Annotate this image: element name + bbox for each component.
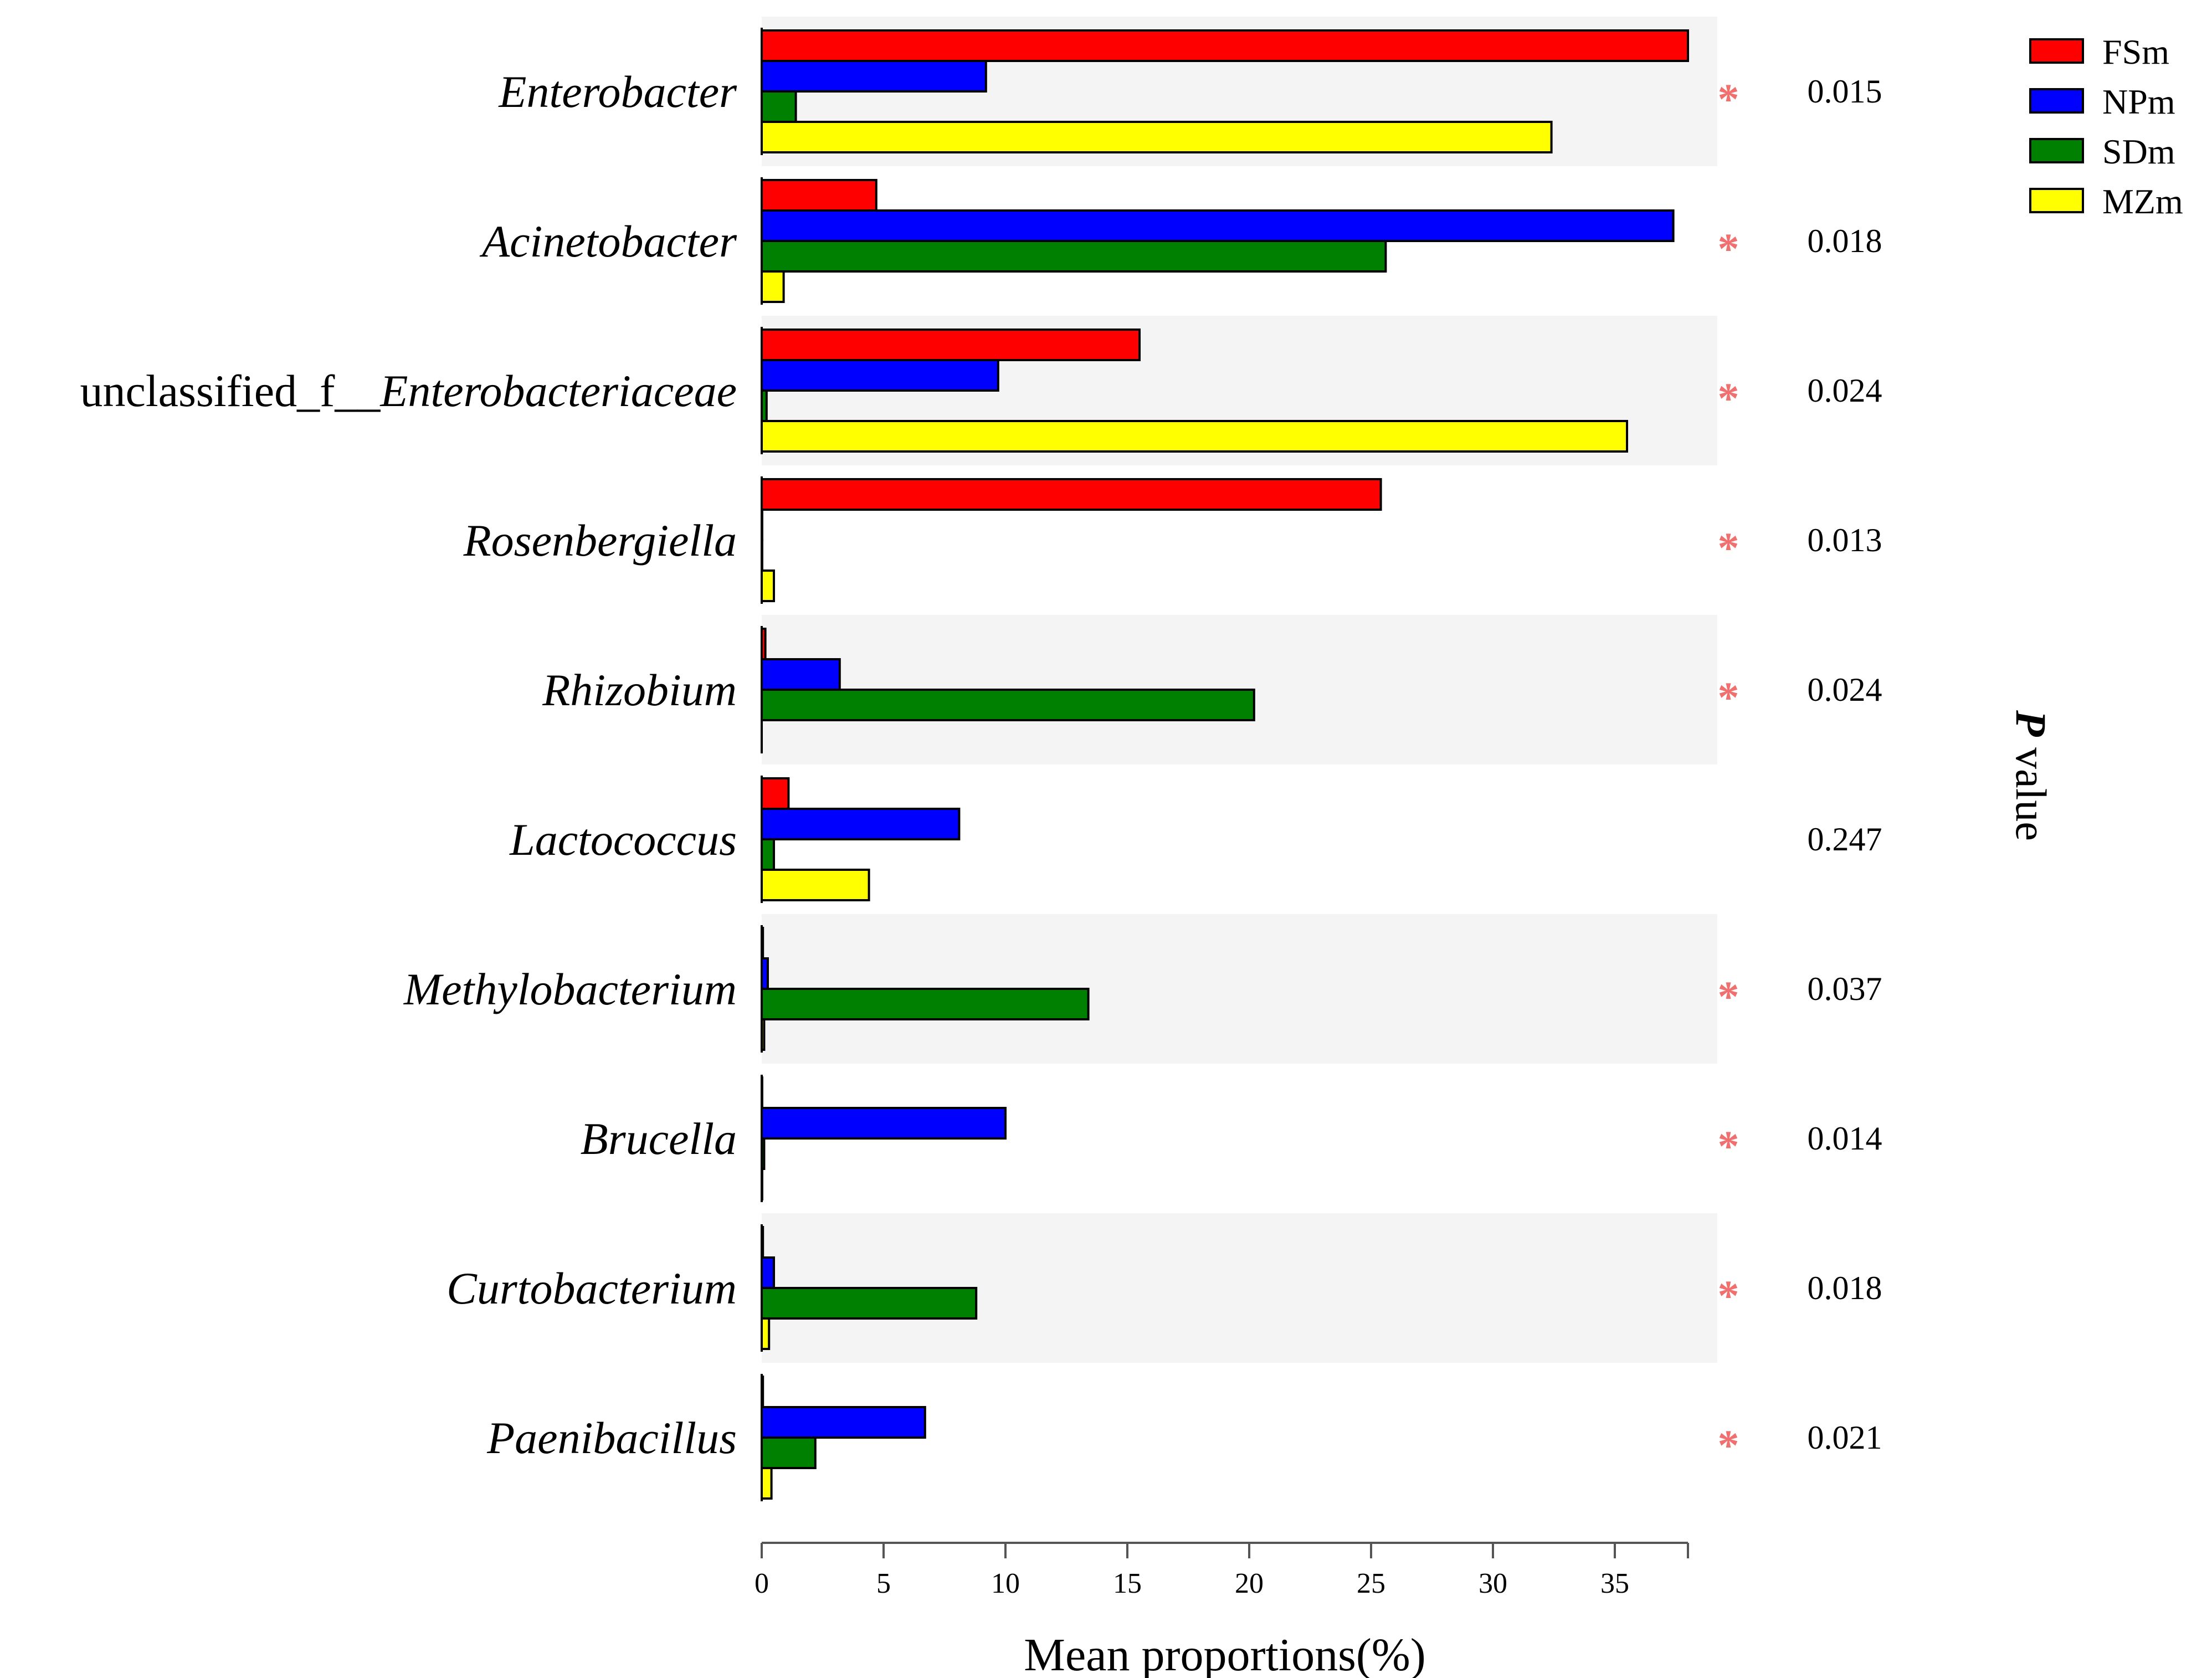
bar-enterobacter-mzm (761, 121, 1553, 153)
category-label-name: Acinetobacter (479, 216, 737, 266)
bar-curtobacterium-sdm (761, 1287, 978, 1320)
legend-item-fsm: FSm (2029, 32, 2169, 71)
category-label-curtobacterium: Curtobacterium (446, 1263, 737, 1313)
p-value-label: 0.024 (1808, 671, 1882, 708)
bar-lactococcus-fsm (761, 777, 790, 810)
x-tick-label: 5 (876, 1568, 891, 1599)
legend-label: SDm (2102, 132, 2175, 171)
p-title-rest: value (2007, 737, 2055, 841)
legend: FSm NPm SDm MZm (2029, 32, 2183, 221)
category-label-brucella: Brucella (581, 1113, 737, 1164)
bar-paenibacillus-npm (761, 1406, 926, 1439)
category-label-name: Enterobacteriaceae (379, 366, 737, 416)
bar-rosenbergiella-fsm (761, 478, 1382, 511)
bar-rhizobium-sdm (761, 689, 1255, 721)
category-label-name: Rhizobium (542, 665, 737, 715)
bar-lactococcus-mzm (761, 869, 870, 901)
bar-enterobacteriaceae-mzm (761, 420, 1628, 453)
category-label-rosenbergiella: Rosenbergiella (463, 515, 737, 566)
bar-lactococcus-sdm (761, 838, 775, 871)
p-value-axis-title: P value (2007, 710, 2055, 841)
category-label-prefix: unclassified_f__ (80, 366, 381, 416)
category-label-name: Curtobacterium (446, 1263, 737, 1313)
significance-markers: * * * * * * * * * (1718, 75, 1739, 1469)
legend-item-sdm: SDm (2029, 132, 2175, 171)
significance-marker: * (1718, 1271, 1739, 1320)
category-label-name: Paenibacillus (486, 1413, 737, 1463)
bar-acinetobacter-npm (761, 209, 1675, 242)
significance-marker: * (1718, 75, 1739, 123)
category-label-name: Enterobacter (498, 66, 737, 117)
bar-enterobacteriaceae-fsm (761, 329, 1141, 361)
x-tick-label: 15 (1113, 1568, 1142, 1599)
bar-paenibacillus-mzm (761, 1467, 773, 1500)
category-label-name: Rosenbergiella (463, 515, 737, 566)
category-label-methylobacterium: Methylobacterium (403, 964, 737, 1014)
x-tick-label: 20 (1235, 1568, 1264, 1599)
p-value-label: 0.037 (1808, 971, 1882, 1007)
bar-enterobacter-sdm (761, 90, 797, 123)
p-value-label: 0.024 (1808, 372, 1882, 409)
bar-acinetobacter-fsm (761, 179, 877, 212)
p-value-label: 0.247 (1808, 821, 1882, 858)
category-label-name: Lactococcus (509, 814, 737, 865)
p-title-italic: P (2007, 710, 2055, 737)
legend-swatch (2029, 88, 2084, 114)
bar-enterobacter-fsm (761, 29, 1689, 62)
bar-lactococcus-npm (761, 808, 961, 840)
significance-marker: * (1718, 1122, 1739, 1170)
category-label-name: Methylobacterium (403, 964, 737, 1014)
x-axis: 0 5 10 15 20 25 30 35 (755, 1542, 1689, 1599)
p-value-label: 0.018 (1808, 223, 1882, 259)
legend-label: NPm (2102, 82, 2175, 121)
bar-rhizobium-npm (761, 658, 841, 691)
bar-paenibacillus-sdm (761, 1436, 817, 1469)
legend-label: FSm (2102, 32, 2169, 71)
bars (761, 28, 1689, 1501)
p-value-label: 0.013 (1808, 522, 1882, 558)
legend-label: MZm (2102, 182, 2183, 221)
bar-methylobacterium-sdm (761, 988, 1090, 1020)
significance-marker: * (1718, 224, 1739, 273)
bar-enterobacter-npm (761, 60, 987, 93)
p-value-label: 0.014 (1808, 1120, 1882, 1157)
category-label-acinetobacter: Acinetobacter (479, 216, 737, 266)
x-tick-label: 0 (755, 1568, 769, 1599)
p-value-label: 0.021 (1808, 1419, 1882, 1456)
bar-rosenbergiella-mzm (761, 569, 775, 602)
category-label-enterobacter: Enterobacter (498, 66, 737, 117)
legend-swatch (2029, 188, 2084, 213)
legend-swatch (2029, 138, 2084, 163)
legend-swatch (2029, 38, 2084, 64)
x-tick-label: 35 (1600, 1568, 1629, 1599)
significance-marker: * (1718, 1421, 1739, 1469)
bar-enterobacteriaceae-npm (761, 359, 999, 392)
significance-marker: * (1718, 972, 1739, 1020)
p-value-label: 0.015 (1808, 73, 1882, 110)
significance-marker: * (1718, 524, 1739, 572)
bar-curtobacterium-npm (761, 1256, 775, 1289)
category-label-lactococcus: Lactococcus (509, 814, 737, 865)
x-axis-title: Mean proportions(%) (1024, 1629, 1425, 1678)
p-value-labels: 0.015 0.018 0.024 0.013 0.024 0.247 0.037 0.014… (1808, 73, 1882, 1456)
category-label-paenibacillus: Paenibacillus (486, 1413, 737, 1463)
x-tick-label: 25 (1357, 1568, 1385, 1599)
legend-item-mzm: MZm (2029, 182, 2183, 221)
category-label-name: Brucella (581, 1113, 737, 1164)
category-label-unclassified-f-enterobacteriaceae: unclassified_f__Enterobacteriaceae (80, 366, 737, 416)
x-tick-label: 10 (991, 1568, 1020, 1599)
bar-acinetobacter-sdm (761, 240, 1387, 273)
x-tick-label: 30 (1479, 1568, 1507, 1599)
significance-marker: * (1718, 374, 1739, 422)
category-labels: Enterobacter Acinetobacter unclassified_f_… (80, 66, 737, 1463)
legend-item-npm: NPm (2029, 82, 2175, 121)
category-label-rhizobium: Rhizobium (542, 665, 737, 715)
bar-brucella-npm (761, 1107, 1007, 1140)
p-value-label: 0.018 (1808, 1270, 1882, 1306)
significance-marker: * (1718, 673, 1739, 721)
bar-acinetobacter-mzm (761, 270, 785, 303)
